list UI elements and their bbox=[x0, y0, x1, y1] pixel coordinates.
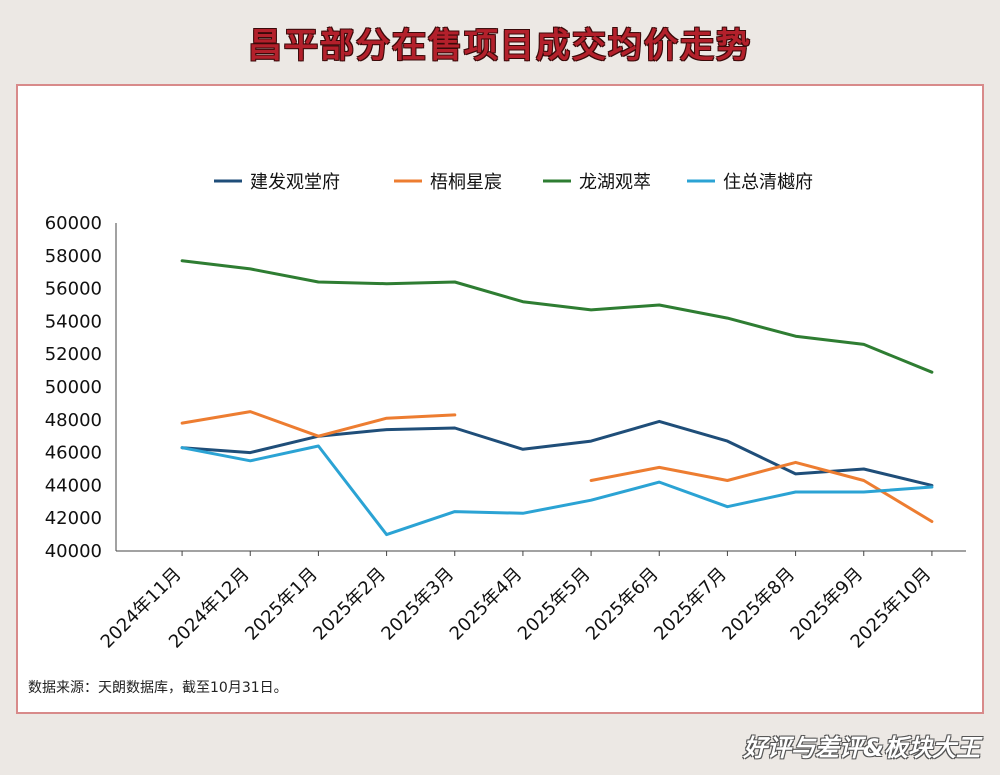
y-tick-label: 44000 bbox=[45, 475, 102, 496]
legend-label-1: 建发观堂府 bbox=[250, 172, 340, 193]
x-tick-label: 2025年5月 bbox=[514, 564, 595, 645]
y-tick-label: 40000 bbox=[45, 541, 102, 562]
x-tick-label: 2025年1月 bbox=[241, 564, 322, 645]
x-tick-label: 2025年3月 bbox=[377, 564, 458, 645]
legend-label-3: 龙湖观萃 bbox=[579, 172, 651, 193]
series-line-1 bbox=[180, 419, 934, 487]
chart-frame: 建发观堂府 梧桐星宸 龙湖观萃 住总清樾府 40000 42000 44000 46000 4… bbox=[16, 84, 984, 714]
x-tick-label: 2025年4月 bbox=[446, 564, 527, 645]
x-tick-label: 2025年2月 bbox=[309, 564, 390, 645]
y-tick-label: 56000 bbox=[45, 279, 102, 300]
line-chart: 建发观堂府 梧桐星宸 龙湖观萃 住总清樾府 400004200044000460004… bbox=[45, 172, 966, 653]
series-line-3 bbox=[180, 259, 934, 374]
y-tick-label: 50000 bbox=[45, 377, 102, 398]
series-line-4 bbox=[180, 444, 934, 537]
series-line-2 bbox=[180, 410, 934, 523]
chart-legend: 建发观堂府 梧桐星宸 龙湖观萃 住总清樾府 bbox=[214, 172, 813, 193]
y-tick-label: 58000 bbox=[45, 246, 102, 267]
y-tick-label: 46000 bbox=[45, 443, 102, 464]
x-tick-label: 2025年8月 bbox=[718, 564, 799, 645]
page-title: 昌平部分在售项目成交均价走势 bbox=[248, 26, 752, 66]
y-tick-label: 60000 bbox=[45, 213, 102, 234]
series-layer bbox=[180, 259, 934, 537]
y-tick-label: 48000 bbox=[45, 410, 102, 431]
x-tick-label: 2025年7月 bbox=[650, 564, 731, 645]
y-axis: 40000 42000 44000 46000 48000 50000 52000 54000… bbox=[45, 213, 117, 562]
legend-label-4: 住总清樾府 bbox=[723, 172, 813, 193]
y-tick-label: 52000 bbox=[45, 344, 102, 365]
x-tick-label: 2025年6月 bbox=[582, 564, 663, 645]
y-tick-label: 42000 bbox=[45, 508, 102, 529]
source-note: 数据来源：天朗数据库，截至10月31日。 bbox=[28, 680, 288, 696]
legend-label-2: 梧桐星宸 bbox=[430, 172, 502, 193]
x-axis: 2024年11月2024年12月2025年1月2025年2月2025年3月202… bbox=[97, 550, 966, 653]
y-tick-label: 54000 bbox=[45, 311, 102, 332]
brand-watermark-logo: 好评与差评&板块大王 bbox=[743, 734, 980, 762]
